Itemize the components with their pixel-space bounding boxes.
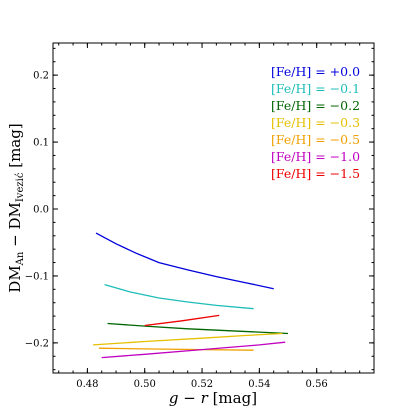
series-line-1 — [104, 283, 254, 310]
y-axis-ticks: −0.2 −0.1 0.0 0.1 0.2 — [25, 47, 374, 371]
x-tick-label: 0.56 — [306, 379, 328, 390]
y-tick-label: −0.1 — [25, 271, 49, 282]
x-axis-title: g − r [mag] — [169, 389, 257, 407]
x-axis-ticks: 0.48 0.50 0.52 0.54 0.56 — [58, 43, 361, 390]
y-tick-label: −0.2 — [25, 338, 49, 349]
x-tick-label: 0.50 — [134, 379, 156, 390]
legend-entry-2: [Fe/H] = −0.2 — [271, 98, 360, 113]
x-tick-label: 0.54 — [248, 379, 270, 390]
legend-entry-3: [Fe/H] = −0.3 — [271, 115, 360, 130]
y-tick-label: 0.0 — [33, 205, 49, 216]
legend: [Fe/H] = +0.0 [Fe/H] = −0.1 [Fe/H] = −0.2 [… — [271, 64, 360, 181]
plot-frame — [52, 42, 375, 374]
series-line-6 — [144, 314, 220, 327]
y-tick-label: 0.2 — [33, 71, 49, 82]
x-tick-label: 0.48 — [76, 379, 98, 390]
series-lines — [93, 232, 289, 359]
series-line-5 — [101, 341, 286, 359]
legend-entry-5: [Fe/H] = −1.0 — [271, 149, 360, 164]
legend-entry-4: [Fe/H] = −0.5 — [271, 132, 360, 147]
legend-entry-6: [Fe/H] = −1.5 — [271, 166, 360, 181]
legend-entry-0: [Fe/H] = +0.0 — [271, 64, 360, 79]
series-line-3 — [93, 332, 283, 346]
legend-entry-1: [Fe/H] = −0.1 — [271, 81, 360, 96]
y-axis-title: DMAn − DMIvezić [mag] — [6, 123, 26, 292]
series-line-0 — [95, 232, 274, 290]
series-line-2 — [107, 322, 289, 335]
series-line-4 — [98, 347, 254, 351]
y-tick-label: 0.1 — [33, 138, 49, 149]
x-tick-label: 0.52 — [191, 379, 213, 390]
